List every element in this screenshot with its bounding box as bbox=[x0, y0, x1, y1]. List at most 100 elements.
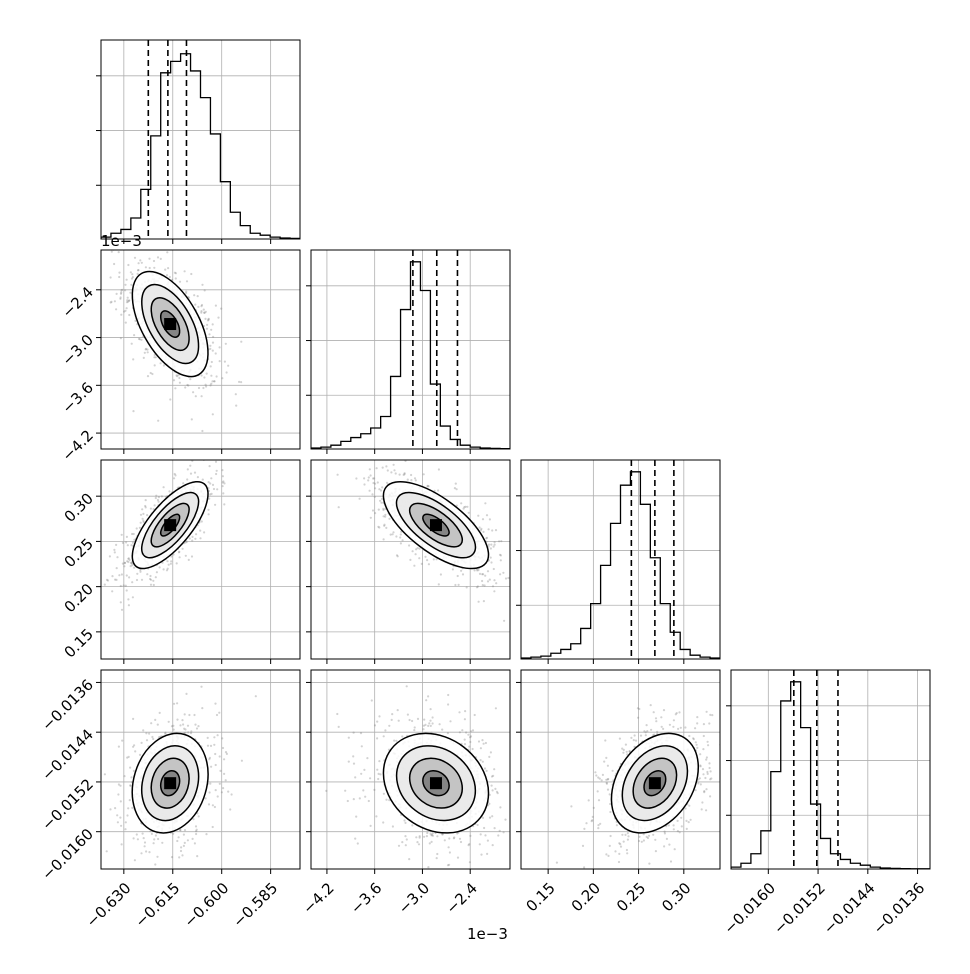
point bbox=[599, 822, 602, 825]
point bbox=[656, 730, 659, 733]
point bbox=[485, 514, 489, 517]
density-peak bbox=[164, 318, 177, 331]
point bbox=[116, 821, 119, 824]
point bbox=[592, 806, 595, 810]
point bbox=[173, 472, 176, 476]
point bbox=[688, 804, 691, 807]
point bbox=[154, 863, 157, 866]
point bbox=[463, 738, 466, 741]
point bbox=[129, 784, 132, 787]
point bbox=[448, 863, 451, 866]
point bbox=[422, 473, 425, 476]
point bbox=[587, 799, 590, 802]
point bbox=[181, 547, 184, 550]
point bbox=[161, 841, 164, 844]
point bbox=[406, 713, 409, 716]
point bbox=[184, 554, 187, 557]
point bbox=[157, 837, 160, 841]
point bbox=[166, 251, 169, 254]
point bbox=[609, 834, 612, 838]
point bbox=[216, 795, 219, 798]
point bbox=[481, 816, 485, 820]
point bbox=[126, 300, 130, 303]
density-a-d bbox=[103, 685, 257, 866]
y-tick-label: 0.30 bbox=[61, 489, 97, 525]
point bbox=[149, 507, 152, 510]
point bbox=[209, 365, 212, 368]
point bbox=[699, 783, 702, 786]
point bbox=[176, 718, 179, 721]
point bbox=[178, 376, 181, 380]
point bbox=[478, 843, 481, 846]
point bbox=[123, 775, 126, 778]
point bbox=[205, 385, 208, 388]
point bbox=[453, 836, 456, 839]
point bbox=[151, 372, 154, 376]
point bbox=[464, 710, 467, 713]
point bbox=[600, 779, 603, 782]
point bbox=[179, 828, 182, 832]
point bbox=[482, 530, 485, 534]
point bbox=[146, 375, 150, 378]
panel-frame bbox=[520, 459, 721, 660]
point bbox=[468, 861, 471, 864]
point bbox=[495, 582, 498, 585]
point bbox=[454, 583, 457, 587]
point bbox=[411, 550, 414, 553]
point bbox=[408, 718, 411, 722]
point bbox=[491, 844, 494, 847]
point bbox=[502, 571, 505, 574]
point bbox=[628, 750, 631, 753]
y-tick-label: −3.6 bbox=[59, 379, 97, 417]
point bbox=[594, 771, 597, 774]
point bbox=[453, 487, 456, 490]
point bbox=[154, 576, 157, 579]
point bbox=[118, 271, 121, 274]
point bbox=[385, 465, 388, 468]
point bbox=[373, 495, 376, 498]
point bbox=[486, 852, 489, 856]
point bbox=[489, 751, 492, 754]
point bbox=[431, 832, 434, 835]
point bbox=[403, 472, 406, 475]
point bbox=[620, 870, 622, 872]
point bbox=[403, 819, 406, 822]
point bbox=[355, 477, 358, 480]
point bbox=[208, 465, 211, 468]
point bbox=[408, 544, 411, 547]
point bbox=[618, 737, 622, 740]
point bbox=[438, 723, 441, 726]
point bbox=[411, 824, 414, 827]
point bbox=[127, 560, 130, 564]
point bbox=[225, 752, 228, 756]
point bbox=[170, 856, 174, 859]
point bbox=[428, 722, 431, 725]
point bbox=[436, 852, 439, 856]
point bbox=[138, 338, 141, 341]
density-peak bbox=[164, 777, 177, 790]
x-tick-label: 0.20 bbox=[568, 879, 604, 915]
point bbox=[125, 589, 128, 592]
point bbox=[159, 257, 162, 260]
point bbox=[402, 473, 405, 476]
point bbox=[494, 707, 497, 710]
point bbox=[157, 500, 160, 503]
point bbox=[215, 375, 218, 378]
y-tick-label: 0.25 bbox=[61, 535, 97, 571]
point bbox=[124, 584, 127, 587]
point bbox=[113, 262, 116, 266]
point bbox=[208, 497, 211, 500]
panel-a-a bbox=[96, 39, 301, 244]
point bbox=[129, 784, 132, 787]
point bbox=[174, 387, 177, 390]
point bbox=[615, 824, 619, 827]
point bbox=[194, 825, 198, 828]
point bbox=[141, 508, 144, 511]
point bbox=[364, 795, 367, 798]
point bbox=[208, 758, 211, 761]
point bbox=[376, 737, 379, 740]
point bbox=[206, 323, 209, 326]
point bbox=[152, 583, 155, 587]
point bbox=[497, 834, 500, 837]
